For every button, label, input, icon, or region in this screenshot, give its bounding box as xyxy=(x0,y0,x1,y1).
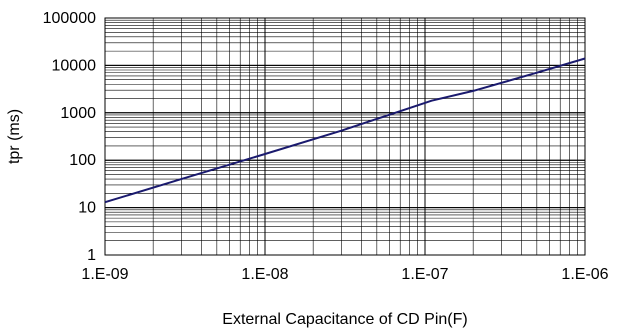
y-tick-label: 10 xyxy=(78,200,96,217)
grid xyxy=(105,18,585,255)
series-line xyxy=(105,59,585,203)
x-tick-labels: 1.E-09 1.E-08 1.E-07 1.E-06 xyxy=(81,266,608,283)
series-layer xyxy=(105,59,585,203)
x-tick-label: 1.E-07 xyxy=(401,266,448,283)
y-tick-label: 10000 xyxy=(52,57,97,74)
y-tick-label: 1 xyxy=(87,247,96,264)
y-axis-label: tpr (ms) xyxy=(6,109,23,164)
x-tick-label: 1.E-06 xyxy=(561,266,608,283)
y-tick-label: 100000 xyxy=(43,10,96,27)
x-axis-label: External Capacitance of CD Pin(F) xyxy=(222,311,467,328)
plot-area-frame xyxy=(105,18,585,255)
x-tick-label: 1.E-09 xyxy=(81,266,128,283)
x-tick-label: 1.E-08 xyxy=(241,266,288,283)
y-tick-label: 100 xyxy=(69,152,96,169)
y-tick-label: 1000 xyxy=(60,105,96,122)
y-tick-labels: 1 10 100 1000 10000 100000 xyxy=(43,10,96,264)
